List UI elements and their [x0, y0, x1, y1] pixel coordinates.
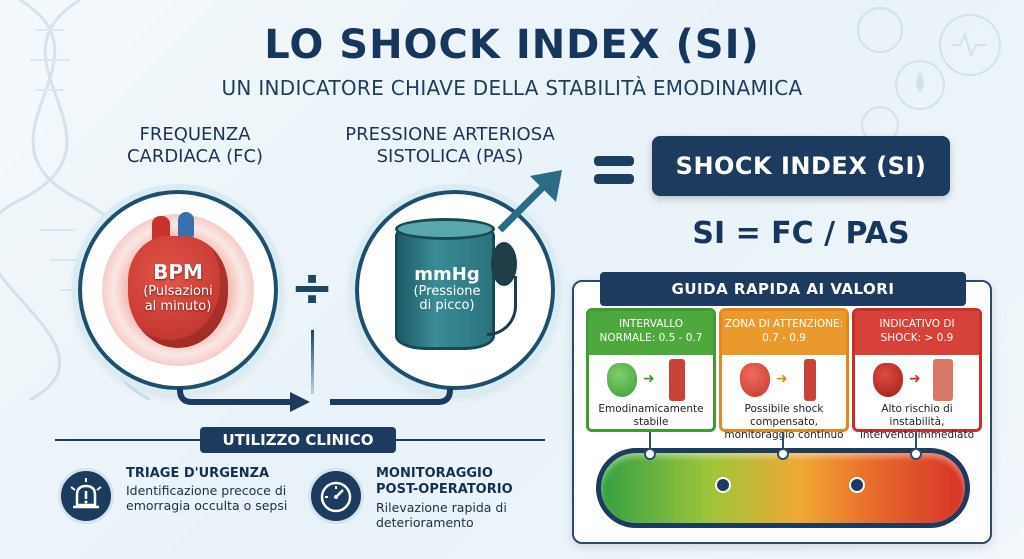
- fc-label: FREQUENZA CARDIACA (FC): [95, 124, 295, 168]
- monitoring-icon-badge: [308, 468, 364, 524]
- divide-operator: ÷: [290, 258, 334, 318]
- marker-line-warning: [782, 432, 784, 450]
- quick-guide-panel: GUIDA RAPIDA AI VALORI INTERVALLO NORMAL…: [572, 272, 992, 544]
- marker-ring-normal: [644, 448, 656, 460]
- pas-unit: mmHg (Pressione di picco): [399, 264, 495, 313]
- pump-bulb-icon: [491, 242, 517, 286]
- heart-icon: [740, 363, 770, 397]
- monitoring-title: MONITORAGGIO POST-OPERATORIO: [376, 466, 546, 498]
- zone-shock: INDICATIVO DI SHOCK: > 0.9 ➜ Alto rischi…: [852, 308, 982, 441]
- triage-title: TRIAGE D'URGENZA: [126, 466, 270, 481]
- fc-label-line1: FREQUENZA: [139, 124, 251, 145]
- si-formula: SI = FC / PAS: [692, 216, 910, 251]
- pas-label-line2: SISTOLICA (PAS): [376, 146, 524, 167]
- arrow-right-icon: ➜: [776, 371, 788, 387]
- equals-bar-top: [594, 156, 634, 166]
- shock-index-box: SHOCK INDEX (SI): [652, 136, 950, 196]
- bpm-desc-line1: (Pulsazioni: [143, 284, 213, 299]
- zone-normal-icons: ➜: [589, 355, 713, 403]
- zone-shock-header-line2: SHOCK: > 0.9: [880, 332, 954, 344]
- guide-title: GUIDA RAPIDA AI VALORI: [600, 272, 966, 306]
- zone-warning: ZONA DI ATTENZIONE: 0.7 - 0.9 ➜ Possibil…: [719, 308, 849, 441]
- zone-shock-icons: ➜: [855, 355, 979, 403]
- arrow-right-icon: ➜: [643, 371, 655, 387]
- vein-icon: [178, 212, 194, 242]
- zone-warning-icons: ➜: [722, 355, 846, 403]
- zone-warning-desc-line2: monitoraggio continuo: [724, 429, 844, 441]
- monitoring-text-line2: deterioramento: [376, 515, 474, 530]
- zone-warning-header-line1: ZONA DI ATTENZIONE:: [724, 318, 844, 330]
- zone-normal: INTERVALLO NORMALE: 0.5 - 0.7 ➜ Emodinam…: [586, 308, 716, 432]
- divider-vertical-line: [311, 330, 314, 394]
- green-heart-icon: [607, 363, 637, 397]
- zone-warning-desc-line1: Possibile shock compensato,: [744, 403, 824, 428]
- heart-icon: [128, 236, 228, 348]
- pas-label-line1: PRESSIONE ARTERIOSA: [345, 124, 555, 145]
- page-subtitle: UN INDICATORE CHIAVE DELLA STABILITÀ EMO…: [221, 76, 803, 100]
- usage-title: UTILIZZO CLINICO: [200, 427, 396, 453]
- heart-icon: [873, 363, 903, 397]
- zone-shock-header: INDICATIVO DI SHOCK: > 0.9: [855, 311, 979, 355]
- marker-line-shock: [915, 432, 917, 450]
- zone-normal-desc-line1: Emodinamicamente: [598, 403, 704, 415]
- zone-normal-header-line2: NORMALE: 0.5 - 0.7: [599, 332, 703, 344]
- collapsed-vessel-icon: [933, 359, 953, 401]
- bpm-desc-line2: al minuto): [144, 299, 212, 314]
- zone-shock-desc-line1: Alto rischio di instabilità,: [881, 403, 953, 428]
- equals-bar-bottom: [594, 174, 634, 184]
- zone-shock-desc-line2: intervento immediato: [859, 429, 975, 441]
- vessel-icon: [669, 359, 685, 401]
- fc-unit: BPM (Pulsazioni al minuto): [112, 260, 244, 314]
- monitoring-title-line1: MONITORAGGIO: [376, 466, 493, 481]
- marker-line-normal: [649, 432, 651, 450]
- cuff-top: [395, 218, 495, 240]
- arrow-right-icon: ➜: [909, 371, 921, 387]
- triage-text-line1: Identificazione precoce di: [126, 483, 287, 498]
- monitoring-text: Rilevazione rapida di deterioramento: [376, 500, 536, 530]
- zone-normal-header-line1: INTERVALLO: [618, 318, 683, 330]
- mmhg-label: mmHg: [414, 264, 480, 285]
- mmhg-desc-line2: di picco): [419, 298, 475, 313]
- pas-label: PRESSIONE ARTERIOSA SISTOLICA (PAS): [330, 124, 570, 168]
- flow-arrows: [177, 170, 562, 412]
- vessel-icon: [804, 359, 816, 401]
- zone-normal-header: INTERVALLO NORMALE: 0.5 - 0.7: [589, 311, 713, 355]
- marker-ring-warning: [777, 448, 789, 460]
- gauge-icon: [320, 481, 352, 513]
- alarm-icon: [70, 478, 102, 509]
- gauge-threshold-dot-1: [715, 477, 731, 493]
- monitoring-text-line1: Rilevazione rapida di: [376, 500, 507, 515]
- fc-label-line2: CARDIACA (FC): [126, 146, 264, 167]
- triage-text: Identificazione precoce di emorragia occ…: [126, 483, 306, 513]
- triage-icon-badge: [58, 468, 114, 524]
- mmhg-desc-line1: (Pressione: [413, 284, 481, 299]
- bpm-label: BPM: [153, 260, 203, 284]
- zone-warning-header-line2: 0.7 - 0.9: [762, 332, 806, 344]
- gauge-threshold-dot-2: [849, 477, 865, 493]
- fc-circle: BPM (Pulsazioni al minuto): [78, 190, 278, 390]
- monitoring-title-line2: POST-OPERATORIO: [376, 482, 513, 497]
- zone-shock-header-line1: INDICATIVO DI: [879, 318, 955, 330]
- marker-ring-shock: [910, 448, 922, 460]
- zone-warning-header: ZONA DI ATTENZIONE: 0.7 - 0.9: [722, 311, 846, 355]
- zone-normal-desc-line2: stabile: [633, 416, 669, 428]
- pas-circle: mmHg (Pressione di picco): [355, 190, 555, 390]
- page-title: LO SHOCK INDEX (SI): [264, 22, 760, 68]
- si-gauge-bar: [596, 448, 970, 528]
- triage-text-line2: emorragia occulta o sepsi: [126, 498, 288, 513]
